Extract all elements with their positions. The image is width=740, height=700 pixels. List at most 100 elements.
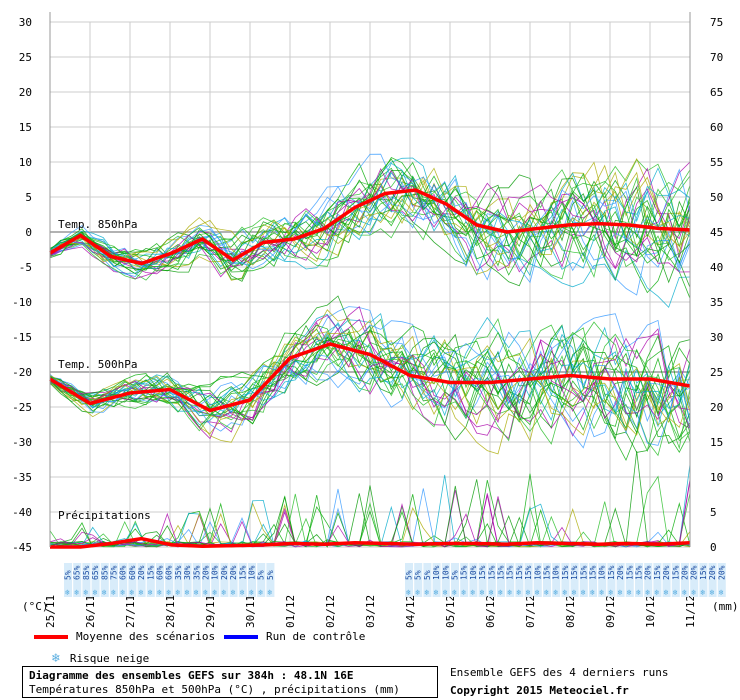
right-tick-label: 50 <box>710 191 723 204</box>
snow-risk-value: 75% <box>110 565 119 580</box>
snowflake-icon: ❄ <box>461 588 466 597</box>
right-tick-label: 0 <box>710 541 717 554</box>
snowflake-icon: ❄ <box>664 588 669 597</box>
snowflake-icon: ❄ <box>52 651 60 666</box>
legend-control: Run de contrôle <box>224 630 365 643</box>
chart-grid <box>49 21 691 548</box>
snowflake-icon: ❄ <box>267 588 272 597</box>
snow-risk-value: 15% <box>579 565 588 580</box>
snow-risk-value: 10% <box>248 565 257 580</box>
ensemble-member-t500 <box>49 339 691 421</box>
right-tick-label: 20 <box>710 401 723 414</box>
snowflake-icon: ❄ <box>516 588 521 597</box>
snowflake-icon: ❄ <box>498 588 503 597</box>
snowflake-icon: ❄ <box>673 588 678 597</box>
snowflake-icon: ❄ <box>562 588 567 597</box>
snow-risk-value: 35% <box>192 565 201 580</box>
right-tick-label: 30 <box>710 331 723 344</box>
snow-risk-cell <box>487 563 496 597</box>
snow-risk-value: 20% <box>616 565 625 580</box>
ensemble-member-precip <box>49 479 691 548</box>
ensemble-note: Ensemble GEFS des 4 derniers runs <box>450 666 669 679</box>
snow-risk-value: 10% <box>552 565 561 580</box>
snowflake-icon: ❄ <box>636 588 641 597</box>
snowflake-icon: ❄ <box>645 588 650 597</box>
snowflake-icon: ❄ <box>221 588 226 597</box>
snow-risk-cell <box>91 563 100 597</box>
snow-risk-value: 60% <box>165 565 174 580</box>
snowflake-icon: ❄ <box>415 588 420 597</box>
snow-risk-value: 10% <box>211 565 220 580</box>
snow-risk-cell <box>128 563 137 597</box>
snow-risk-value: 85% <box>82 565 91 580</box>
snow-risk-cell <box>533 563 542 597</box>
snow-risk-cell <box>248 563 256 597</box>
right-tick-label: 10 <box>710 471 723 484</box>
snow-risk-value: 15% <box>653 565 662 580</box>
ensemble-member-t500 <box>49 316 691 417</box>
snowflake-icon: ❄ <box>74 588 79 597</box>
snowflake-icon: ❄ <box>148 588 153 597</box>
credits: Ensemble GEFS des 4 derniers runs Copyri… <box>450 664 669 700</box>
snowflake-icon: ❄ <box>535 588 540 597</box>
snowflake-icon: ❄ <box>489 588 494 597</box>
date-tick-label: 01/12 <box>284 595 297 628</box>
snow-risk-value: 20% <box>644 565 653 580</box>
snowflake-icon: ❄ <box>406 588 411 597</box>
left-tick-label: -35 <box>12 471 32 484</box>
snow-risk-cell <box>165 563 174 597</box>
snow-risk-cell <box>220 563 229 597</box>
snow-risk-value: 15% <box>238 565 247 580</box>
snowflake-icon: ❄ <box>719 588 724 597</box>
snowflake-icon: ❄ <box>618 588 623 597</box>
snowflake-icon: ❄ <box>700 588 705 597</box>
snow-risk-value: 5% <box>405 570 414 580</box>
date-tick-label: 25/11 <box>44 595 57 628</box>
snowflake-icon: ❄ <box>129 588 134 597</box>
snowflake-icon: ❄ <box>212 588 217 597</box>
mean-swatch <box>34 634 68 639</box>
snowflake-icon: ❄ <box>572 588 577 597</box>
snow-risk-value: 15% <box>146 565 155 580</box>
snow-risk-value: 20% <box>229 565 238 580</box>
legend-snow: ❄ Risque neige <box>52 651 149 666</box>
left-tick-label: -20 <box>12 366 32 379</box>
snow-risk-cell <box>699 563 708 597</box>
snow-risk-value: 15% <box>524 565 533 580</box>
ensemble-member-t500 <box>49 323 691 430</box>
snow-risk-value: 5% <box>451 570 460 580</box>
snow-risk-value: 60% <box>119 565 128 580</box>
snow-risk-cell <box>497 563 505 597</box>
date-tick-label: 06/12 <box>484 595 497 628</box>
snow-risk-cell <box>589 563 597 597</box>
right-tick-label: 5 <box>710 506 717 519</box>
ensemble-member-t850 <box>49 157 691 275</box>
snow-risk-value: 10% <box>469 565 478 580</box>
left-tick-label: -45 <box>12 541 32 554</box>
mean-lines <box>49 188 691 549</box>
snowflake-icon: ❄ <box>553 588 558 597</box>
snow-risk-value: 15% <box>589 565 598 580</box>
snow-risk-cell <box>616 563 625 597</box>
date-tick-label: 10/12 <box>644 595 657 628</box>
ensemble-member-t500 <box>49 318 691 442</box>
snow-risk-cell <box>414 563 423 597</box>
snow-risk-value: 5% <box>266 570 275 580</box>
left-tick-label: 0 <box>25 226 32 239</box>
snow-risk-cell <box>644 563 653 597</box>
control-swatch <box>224 634 258 639</box>
ensemble-member-t500 <box>49 325 691 413</box>
snow-risk-cell <box>183 563 192 597</box>
ensemble-member-t500 <box>49 320 691 449</box>
snow-risk-cell <box>460 563 469 597</box>
left-tick-label: 25 <box>19 51 32 64</box>
snowflake-icon: ❄ <box>249 588 254 597</box>
snowflake-icon: ❄ <box>102 588 107 597</box>
ensemble-member-t500 <box>49 324 691 431</box>
snowflake-icon: ❄ <box>507 588 512 597</box>
snow-risk-cell <box>478 563 487 597</box>
ensemble-members <box>49 153 691 548</box>
left-tick-label: 20 <box>19 86 32 99</box>
snow-risk-cell <box>423 563 432 597</box>
snow-risk-value: 5% <box>257 570 266 580</box>
